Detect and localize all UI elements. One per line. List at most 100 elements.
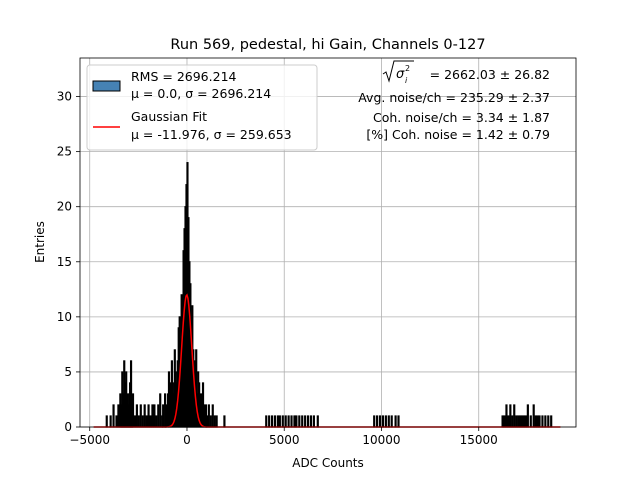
histogram-bar	[511, 415, 514, 428]
coh-noise-annotation: Coh. noise/ch = 3.34 ± 1.87	[373, 110, 550, 125]
histogram-bar	[397, 415, 400, 428]
y-tick-label: 30	[57, 90, 72, 104]
legend-rms-stats: μ = 0.0, σ = 2696.214	[131, 86, 271, 101]
legend-fit-label: Gaussian Fit	[131, 109, 207, 124]
histogram-bar	[112, 404, 115, 428]
histogram-bar	[547, 415, 550, 428]
histogram-bar	[295, 415, 298, 428]
avg-noise-annotation: Avg. noise/ch = 235.29 ± 2.37	[358, 90, 550, 105]
histogram-bar	[139, 404, 142, 428]
histogram-bar	[293, 415, 296, 428]
histogram-bar	[376, 415, 379, 428]
histogram-bar	[137, 415, 140, 428]
x-tick-label: 5000	[269, 433, 300, 447]
histogram-bar	[133, 415, 137, 428]
x-tick-label: 15000	[460, 433, 498, 447]
histogram-bar	[517, 415, 520, 428]
histogram-bar	[205, 415, 209, 428]
histogram-bar	[215, 415, 218, 428]
histogram-bar	[143, 404, 146, 428]
histogram-bar	[532, 404, 535, 428]
x-tick-label: −5000	[69, 433, 110, 447]
histogram-bar	[159, 393, 162, 428]
x-axis-ticks: −5000 0 5000 10000 15000	[69, 427, 498, 447]
histogram-bar	[209, 415, 212, 428]
histogram-bar	[162, 404, 165, 428]
histogram-bar	[309, 415, 313, 428]
histogram-bar	[524, 415, 527, 428]
histogram-bar	[151, 404, 154, 428]
chart-title: Run 569, pedestal, hi Gain, Channels 0-1…	[170, 37, 485, 53]
histogram-bar	[503, 415, 506, 428]
histogram-bar	[529, 415, 532, 428]
histogram-bar	[268, 415, 271, 428]
histogram-bar	[131, 393, 135, 428]
histogram-bar	[534, 415, 537, 428]
histogram-bar	[306, 415, 310, 428]
histogram-bar	[544, 415, 547, 428]
x-tick-label: 0	[183, 433, 191, 447]
histogram-bar	[505, 404, 508, 428]
histogram-bar	[550, 415, 553, 428]
histogram-bar	[501, 415, 504, 428]
histogram-bar	[278, 415, 281, 428]
y-tick-label: 20	[57, 200, 72, 214]
x-tick-label: 10000	[362, 433, 400, 447]
histogram-bar	[273, 415, 277, 428]
histogram-bar	[373, 415, 376, 428]
histogram-bar	[515, 415, 518, 428]
histogram-bar	[518, 415, 522, 428]
histogram-bar	[265, 415, 268, 428]
coh-percent-annotation: [%] Coh. noise = 1.42 ± 0.79	[366, 127, 550, 142]
legend-box	[86, 64, 318, 151]
sigma-annotation: = 2662.03 ± 26.82	[430, 67, 550, 82]
histogram-bar	[394, 415, 397, 428]
legend-rms-label: RMS = 2696.214	[131, 69, 237, 84]
histogram-bar	[316, 415, 319, 428]
histogram-bar	[145, 415, 148, 428]
histogram-bar	[147, 404, 150, 428]
sigma-symbol: σ 2 i	[382, 60, 414, 85]
x-axis-label: ADC Counts	[292, 456, 364, 470]
histogram-bar	[520, 415, 524, 428]
histogram-bar	[149, 415, 152, 428]
histogram-bar	[287, 415, 290, 428]
histogram-bar	[135, 404, 138, 428]
histogram-bar	[509, 404, 512, 428]
histogram-bar	[211, 404, 214, 428]
histogram-bar	[304, 415, 307, 428]
histogram-bar	[270, 415, 274, 428]
histogram-bar	[290, 415, 293, 428]
noise-annotations: σ 2 i = 2662.03 ± 26.82 Avg. noise/ch = …	[358, 60, 550, 142]
histogram-bar	[223, 415, 226, 428]
sigma-superscript: 2	[405, 64, 410, 73]
histogram-bar	[390, 415, 393, 428]
legend-fit-stats: μ = -11.976, σ = 259.653	[131, 127, 292, 142]
histogram-bar	[513, 404, 516, 428]
legend-rms-patch	[92, 80, 121, 92]
histogram-bar	[538, 415, 541, 428]
sigma-subscript: i	[405, 76, 408, 85]
histogram-bar	[522, 415, 526, 428]
histogram-bar	[157, 404, 160, 428]
histogram-bar	[526, 404, 529, 428]
histogram-bar	[284, 415, 287, 428]
histogram-bar	[507, 415, 510, 428]
histogram-bar	[298, 415, 301, 428]
y-tick-label: 25	[57, 145, 72, 159]
histogram-bar	[117, 404, 120, 428]
histogram-bar	[109, 415, 112, 428]
histogram-bar	[153, 404, 156, 428]
histogram-bar	[301, 415, 304, 428]
histogram-bar	[536, 415, 539, 428]
histogram-bar	[312, 415, 315, 428]
histogram-bar	[384, 415, 387, 428]
histogram-bar	[541, 415, 544, 428]
histogram-bar	[381, 415, 385, 428]
y-tick-label: 5	[64, 365, 72, 379]
histogram-bar	[115, 415, 118, 428]
histogram-bar	[276, 415, 280, 428]
histogram-bar	[213, 415, 216, 428]
